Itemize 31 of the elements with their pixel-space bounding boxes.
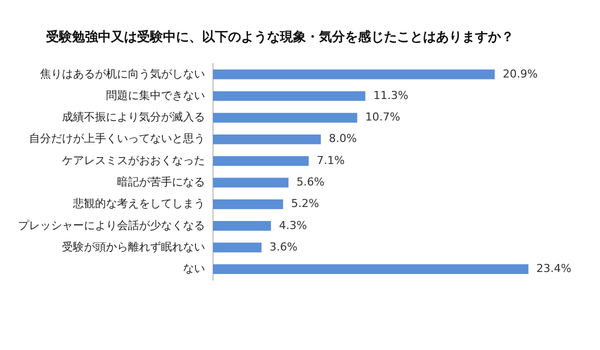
y-tick-label: ない — [183, 262, 205, 276]
data-label: 5.2% — [291, 197, 320, 210]
data-label: 23.4% — [536, 262, 572, 276]
bar — [213, 264, 528, 274]
y-tick-label: プレッシャーにより会話が少なくなる — [18, 218, 205, 232]
bar — [213, 156, 309, 166]
y-tick-label: 自分だけが上手くいってないと思う — [29, 132, 205, 146]
bar — [213, 199, 284, 210]
bar — [213, 91, 366, 101]
bar — [213, 178, 288, 188]
data-label: 7.1% — [316, 154, 345, 167]
bar — [213, 221, 271, 231]
y-tick-label: 成績不振により気分が滅入る — [62, 110, 205, 124]
data-label: 20.9% — [502, 67, 538, 80]
y-tick-label: ケアレスミスがおおくなった — [62, 154, 205, 167]
y-tick-label: 焦りはあるが机に向う気がしない — [40, 67, 205, 80]
bar — [213, 242, 262, 252]
y-tick-label: 暗記が苦手になる — [117, 175, 205, 188]
bar — [213, 134, 321, 144]
data-label: 10.7% — [365, 110, 400, 124]
chart-title: 受験勉強中又は受験中に、以下のような現象・気分を感じたことはありますか？ — [45, 29, 514, 46]
data-label: 11.3% — [373, 88, 408, 102]
y-tick-label: 受験が頭から離れず眠れない — [62, 240, 205, 254]
bar — [213, 70, 495, 80]
y-tick-label: 問題に集中できない — [106, 88, 205, 102]
bar — [213, 112, 358, 123]
data-label: 4.3% — [278, 218, 307, 232]
data-label: 5.6% — [296, 175, 324, 188]
data-label: 8.0% — [328, 132, 357, 146]
data-label: 3.6% — [270, 240, 298, 254]
y-tick-label: 悲観的な考えをしてしまう — [72, 197, 205, 210]
